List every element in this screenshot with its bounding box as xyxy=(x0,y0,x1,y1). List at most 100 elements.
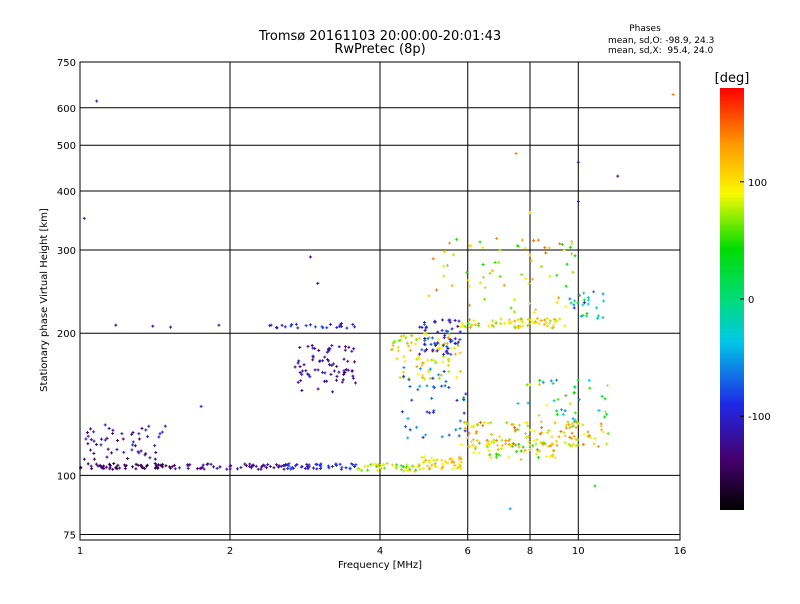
echo-point xyxy=(534,452,538,456)
echo-point xyxy=(342,371,346,375)
echo-point xyxy=(527,440,531,444)
echo-point xyxy=(500,438,504,442)
echo-point xyxy=(538,432,542,436)
echo-point xyxy=(105,455,109,459)
echo-point xyxy=(313,368,317,372)
echo-point xyxy=(586,430,590,434)
echo-point xyxy=(528,383,532,387)
echo-point xyxy=(158,432,162,436)
echo-point xyxy=(586,296,590,300)
echo-point xyxy=(445,349,449,353)
echo-point xyxy=(420,364,424,368)
echo-point xyxy=(366,468,370,472)
echo-point xyxy=(458,427,462,431)
echo-point xyxy=(402,334,406,338)
echo-point xyxy=(79,466,83,470)
echo-point xyxy=(486,421,490,425)
echo-point xyxy=(517,442,521,446)
echo-point xyxy=(593,484,597,488)
echo-point xyxy=(563,441,567,445)
echo-point xyxy=(482,297,486,301)
echo-point xyxy=(601,430,605,434)
echo-point xyxy=(89,427,93,431)
echo-point xyxy=(427,370,431,374)
echo-point xyxy=(441,343,445,347)
echo-point xyxy=(430,358,434,362)
echo-point xyxy=(528,448,532,452)
echo-point xyxy=(494,452,498,456)
echo-point xyxy=(331,390,335,394)
echo-point xyxy=(157,435,161,439)
echo-point xyxy=(425,348,429,352)
echo-point xyxy=(453,337,457,341)
echo-point xyxy=(516,401,520,405)
echo-point xyxy=(369,463,373,467)
echo-point xyxy=(256,467,260,471)
echo-point xyxy=(545,403,549,407)
echo-point xyxy=(470,425,474,429)
echo-point xyxy=(348,466,352,470)
echo-point xyxy=(418,352,422,356)
echo-point xyxy=(199,404,203,408)
echo-point xyxy=(458,419,462,423)
echo-point xyxy=(520,273,524,277)
echo-point xyxy=(313,346,317,350)
echo-point xyxy=(425,384,429,388)
echo-point xyxy=(527,322,531,326)
echo-point xyxy=(305,465,309,469)
echo-point xyxy=(573,411,577,415)
echo-point xyxy=(478,281,482,285)
echo-point xyxy=(536,449,540,453)
echo-point xyxy=(244,464,248,468)
echo-point xyxy=(144,452,148,456)
echo-point xyxy=(409,334,413,338)
echo-point xyxy=(318,463,322,467)
echo-point xyxy=(519,449,523,453)
echo-point xyxy=(456,340,460,344)
echo-point xyxy=(430,456,434,460)
echo-point xyxy=(86,462,90,466)
echo-point xyxy=(603,397,607,401)
echo-point xyxy=(586,434,590,438)
echo-point xyxy=(558,317,562,321)
echo-point xyxy=(581,303,585,307)
echo-point xyxy=(326,348,330,352)
echo-point xyxy=(440,458,444,462)
echo-point xyxy=(528,253,532,257)
y-axis-label: Stationary phase Virtual Height [km] xyxy=(39,208,50,392)
echo-point xyxy=(488,271,492,275)
echo-point xyxy=(483,286,487,290)
echo-point xyxy=(564,423,568,427)
echo-point xyxy=(417,357,421,361)
echo-point xyxy=(467,318,471,322)
echo-point xyxy=(276,465,280,469)
echo-point xyxy=(307,373,311,377)
echo-point xyxy=(394,466,398,470)
echo-point xyxy=(153,444,157,448)
echo-point xyxy=(511,442,515,446)
echo-point xyxy=(435,458,439,462)
echo-point xyxy=(396,349,400,353)
echo-point xyxy=(540,426,544,430)
echo-point xyxy=(571,443,575,447)
echo-point xyxy=(402,366,406,370)
echo-point xyxy=(570,437,574,441)
echo-point xyxy=(568,435,572,439)
echo-point xyxy=(477,441,481,445)
echo-point xyxy=(353,464,357,468)
echo-point xyxy=(302,363,306,367)
echo-point xyxy=(451,253,455,257)
echo-point xyxy=(424,326,428,330)
echo-point xyxy=(428,376,432,380)
echo-point xyxy=(201,463,205,467)
echo-point xyxy=(130,432,134,436)
echo-point xyxy=(462,411,466,415)
echo-point xyxy=(311,466,315,470)
echo-point xyxy=(538,450,542,454)
echo-point xyxy=(543,246,547,250)
echo-point xyxy=(564,305,568,309)
echo-point xyxy=(306,344,310,348)
echo-point xyxy=(325,350,329,354)
echo-point xyxy=(440,328,444,332)
echo-point xyxy=(383,466,387,470)
